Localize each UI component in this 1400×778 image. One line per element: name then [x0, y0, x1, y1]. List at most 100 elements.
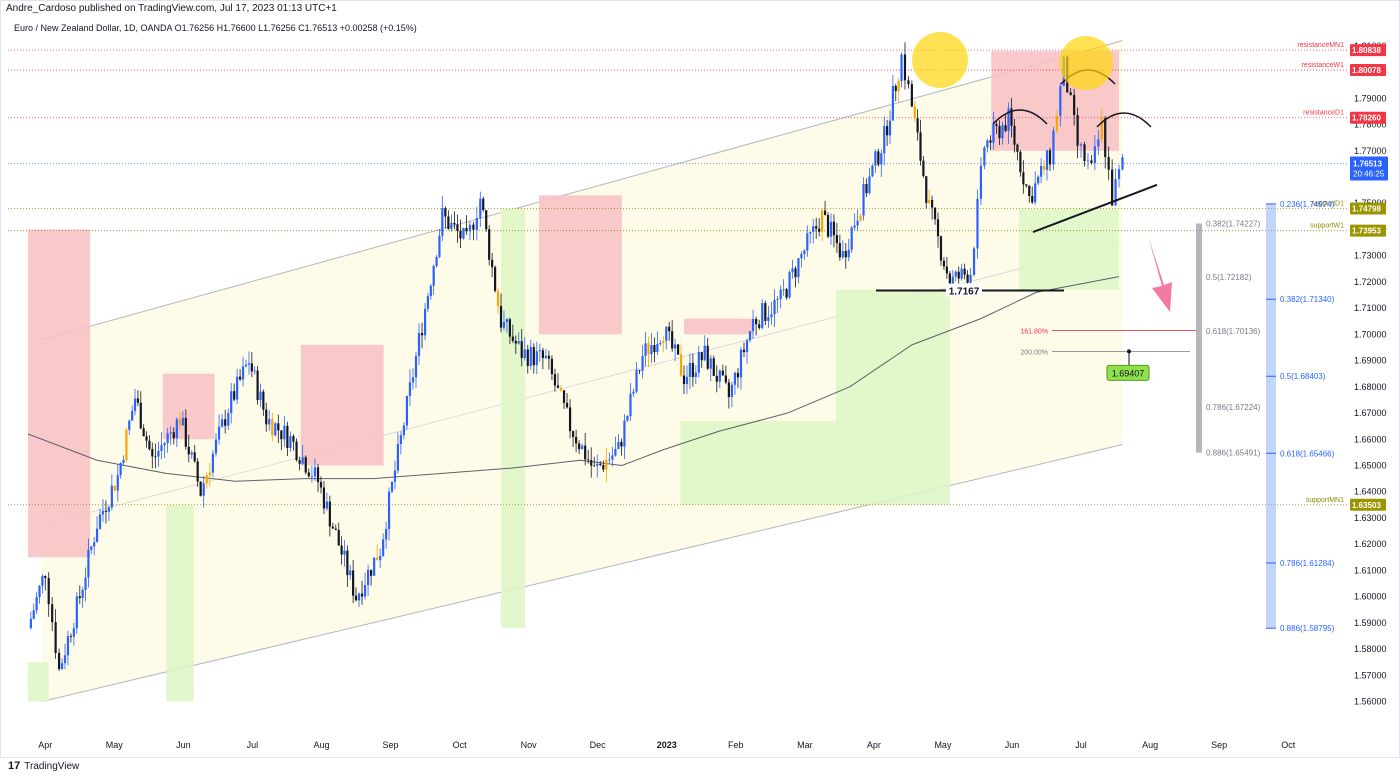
candle-body: [916, 118, 919, 133]
candle-body: [730, 384, 734, 398]
candle-body: [1013, 125, 1016, 145]
candle-body: [679, 354, 683, 376]
footer-brand[interactable]: 17 TradingView: [8, 760, 79, 772]
candle-body: [447, 216, 450, 229]
candle-body: [405, 395, 409, 426]
x-tick-label: Oct: [453, 740, 468, 750]
candle-body: [47, 578, 50, 605]
candle-body: [142, 428, 145, 437]
candle-body: [767, 316, 770, 321]
y-tick-label: 1.77000: [1354, 146, 1387, 156]
candle-body: [559, 387, 563, 391]
candle-body: [979, 165, 983, 199]
candle-body: [1010, 108, 1013, 126]
candle-body: [1028, 185, 1031, 196]
candle-body: [593, 465, 596, 467]
candle-body: [496, 290, 500, 307]
candle-body: [1052, 130, 1055, 165]
candle-body: [396, 443, 400, 471]
candle-body: [87, 549, 90, 578]
candle-body: [972, 248, 976, 275]
candle-body: [779, 289, 782, 300]
last-price-value: 1.76513: [1353, 160, 1382, 169]
candle-body: [411, 377, 415, 383]
candle-body: [268, 418, 271, 425]
candle-body: [72, 628, 75, 637]
x-tick-label: Jul: [1075, 740, 1087, 750]
candle-body: [514, 340, 517, 344]
y-tick-label: 1.72000: [1354, 277, 1387, 287]
moving-average-line: [27, 276, 1120, 482]
candle-body: [1025, 184, 1028, 186]
candle-body: [221, 419, 224, 427]
candle-body: [547, 355, 551, 359]
candle-body: [244, 364, 248, 367]
candle-body: [44, 575, 47, 579]
candle-body: [969, 274, 972, 283]
candle-body: [894, 85, 897, 91]
candle-body: [933, 207, 937, 220]
candle-body: [63, 655, 67, 664]
candle-body: [998, 125, 1001, 139]
candle-body: [751, 318, 755, 332]
candle-body: [623, 420, 626, 447]
candle-body: [963, 268, 966, 275]
candle-body: [399, 435, 402, 444]
x-tick-label: Apr: [867, 740, 881, 750]
candle-body: [682, 375, 686, 385]
red-zone: [28, 229, 91, 558]
price-line-value: 1.73953: [1352, 227, 1381, 236]
candle-body: [444, 208, 447, 217]
candle-body: [671, 331, 674, 349]
candle-body: [420, 333, 424, 336]
candle-body: [951, 276, 954, 286]
candle-body: [844, 251, 847, 258]
candle-body: [166, 433, 169, 444]
candle-body: [788, 272, 791, 298]
candle-body: [101, 510, 105, 515]
candle-body: [715, 375, 718, 382]
candle-body: [590, 460, 593, 466]
price-line-label: resistanceD1: [1303, 110, 1344, 117]
candle-body: [584, 445, 587, 460]
candle-body: [936, 219, 940, 237]
candle-body: [1111, 169, 1114, 206]
candle-body: [739, 349, 743, 378]
candle-body: [227, 413, 230, 426]
candle-body: [538, 350, 541, 352]
candle-body: [81, 589, 84, 599]
candle-body: [66, 636, 70, 656]
candle-body: [292, 436, 295, 442]
candle-body: [453, 222, 456, 225]
candle-body: [611, 455, 614, 460]
candle-body: [891, 85, 894, 121]
x-tick-label: Sep: [1211, 740, 1227, 750]
candle-body: [352, 570, 355, 596]
candle-body: [644, 343, 647, 356]
candle-body: [706, 345, 709, 369]
channel-mid-line: [48, 242, 1120, 524]
candle-body: [208, 472, 211, 476]
candle-body: [157, 450, 160, 457]
price-line-badge: [1350, 224, 1386, 237]
candle-body: [520, 341, 523, 359]
red-zone: [684, 318, 754, 335]
green-zone: [1018, 208, 1120, 290]
candle-body: [1040, 165, 1043, 177]
candle-body: [1016, 144, 1019, 152]
candle-body: [187, 446, 190, 455]
candle-body: [128, 420, 131, 430]
candle-body: [812, 226, 815, 232]
price-line-label: supportW1: [1310, 223, 1344, 230]
candle-body: [1007, 108, 1010, 131]
candle-body: [871, 165, 874, 177]
x-tick-label: 2023: [657, 740, 677, 750]
red-zone: [538, 195, 622, 335]
candle-body: [307, 472, 310, 477]
candle-body: [253, 370, 256, 372]
candle-body: [122, 460, 125, 464]
candle-body: [429, 285, 432, 297]
candle-body: [163, 443, 166, 446]
y-tick-label: 1.62000: [1354, 539, 1387, 549]
